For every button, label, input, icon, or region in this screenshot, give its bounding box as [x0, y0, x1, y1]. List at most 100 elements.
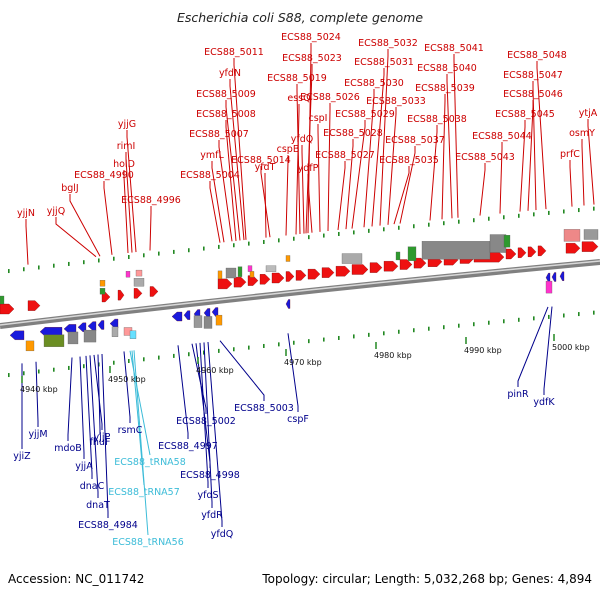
tick-mark	[578, 312, 580, 317]
gene-leader-line-top	[453, 54, 459, 218]
tick-mark	[293, 236, 295, 241]
tick-mark	[263, 343, 265, 348]
feature-box	[217, 270, 223, 280]
tick-mark	[503, 215, 505, 220]
gene-leader-line-bottom	[97, 354, 101, 435]
tick-mark	[353, 230, 355, 235]
tick-mark	[203, 246, 205, 251]
gene-leader-line-bottom	[207, 341, 223, 527]
tick-mark	[443, 325, 445, 330]
forward-gene-arrow	[133, 288, 143, 299]
gene-leader-line-bottom	[219, 340, 265, 401]
gene-leader-line-top	[519, 120, 526, 212]
gene-label-bottom: yjjP	[94, 432, 111, 443]
tick-mark	[428, 222, 430, 227]
forward-gene-arrow	[259, 274, 271, 285]
gene-label-top: ECS88_5007	[189, 129, 249, 140]
gene-leader-line-top	[499, 142, 503, 214]
gene-leader-line-bottom	[101, 353, 109, 518]
gene-label-top: ECS88_5046	[503, 89, 563, 100]
tick-mark	[128, 255, 130, 260]
gene-label-top: cspB	[277, 144, 300, 155]
tick-mark	[173, 353, 175, 358]
feature-box	[67, 331, 79, 345]
gene-leader-line-top	[233, 58, 247, 240]
gene-label-top: ECS88_5032	[358, 38, 418, 49]
gene-leader-line-bottom	[35, 361, 39, 427]
genome-backbone-highlight	[0, 260, 600, 326]
gene-label-top: ECS88_5028	[323, 128, 383, 139]
gene-label-top: cspI	[308, 113, 327, 124]
tick-mark	[518, 213, 520, 218]
gene-label-bottom: ECS88_4998	[180, 470, 240, 481]
feature-box	[25, 340, 35, 352]
gene-leader-line-bottom	[123, 351, 131, 423]
gene-leader-line-top	[446, 74, 453, 219]
tick-mark	[488, 216, 490, 221]
gene-label-bottom: rsmC	[118, 425, 143, 436]
feature-box	[395, 251, 401, 261]
feature-box	[265, 265, 277, 272]
tick-mark	[53, 263, 55, 268]
feature-box	[99, 288, 106, 295]
forward-gene-arrow	[27, 300, 41, 311]
reverse-gene-arrow	[9, 330, 25, 340]
tick-mark	[383, 331, 385, 336]
gene-label-bottom: yfdQ	[211, 529, 233, 540]
feature-box	[285, 255, 291, 262]
gene-label-top: prfC	[560, 149, 580, 160]
gene-label-top: ECS88_5009	[196, 89, 256, 100]
tick-mark	[23, 267, 25, 272]
reverse-gene-arrow	[109, 318, 119, 329]
gene-label-top: ECS88_5027	[315, 150, 375, 161]
tick-mark	[248, 241, 250, 246]
feature-box	[583, 229, 599, 240]
tick-mark	[143, 357, 145, 362]
tick-mark	[8, 373, 10, 378]
tick-mark	[173, 249, 175, 254]
tick-mark	[68, 261, 70, 266]
gene-label-top: ECS88_5011	[204, 47, 264, 58]
tick-mark	[38, 369, 40, 374]
gene-leader-line-top	[125, 152, 133, 253]
gene-label-bottom: yfdS	[197, 490, 218, 501]
forward-gene-arrow	[383, 261, 399, 272]
gene-leader-line-top	[123, 170, 129, 254]
gene-leader-line-top	[363, 89, 375, 228]
feature-box	[503, 235, 511, 248]
scale-label: 4940 kbp	[20, 385, 58, 394]
gene-leader-line-top	[307, 43, 312, 234]
gene-leader-line-top	[225, 100, 241, 241]
reverse-gene-arrow	[87, 321, 97, 331]
gene-label-bottom: ECS88_5003	[234, 403, 294, 414]
gene-label-bottom: pinR	[507, 389, 529, 400]
forward-gene-arrow	[321, 267, 335, 278]
gene-label-top: ydfP	[298, 163, 319, 174]
gene-leader-line-top	[429, 125, 438, 221]
gene-leader-line-top	[301, 145, 305, 234]
forward-gene-arrow	[233, 276, 247, 288]
forward-gene-arrow	[505, 248, 517, 260]
tick-mark	[548, 210, 550, 215]
gene-leader-line-top	[55, 217, 97, 258]
reverse-gene-arrow	[203, 308, 211, 318]
gene-leader-line-bottom	[517, 306, 549, 387]
tick-mark	[98, 362, 100, 367]
rna-leader-line	[133, 350, 149, 536]
tick-mark	[293, 340, 295, 345]
forward-gene-arrow	[295, 270, 307, 281]
forward-gene-arrow	[413, 257, 427, 269]
tick-mark	[38, 265, 40, 270]
gene-label-top: ECS88_4996	[121, 195, 181, 206]
gene-leader-line-bottom	[191, 343, 207, 414]
gene-label-bottom: mdoB	[54, 443, 82, 454]
rna-label: ECS88_tRNA56	[112, 537, 184, 548]
tick-mark	[188, 352, 190, 357]
tick-mark	[413, 328, 415, 333]
map-title: Escherichia coli S88, complete genome	[177, 10, 423, 25]
tick-marks	[8, 206, 595, 378]
reverse-gene-arrow	[545, 272, 551, 283]
tick-mark	[278, 238, 280, 243]
